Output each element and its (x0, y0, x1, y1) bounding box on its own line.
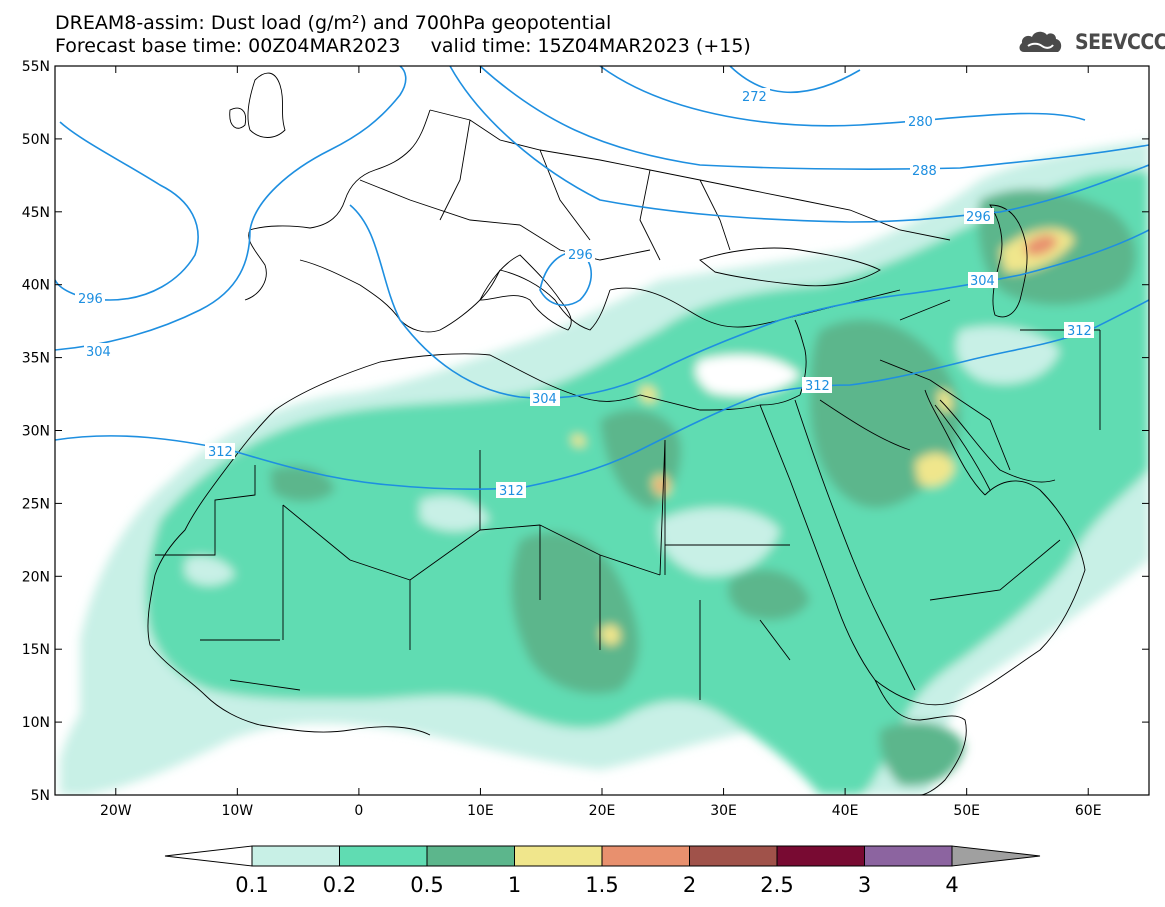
lon-tick-label: 20E (589, 803, 616, 819)
lon-tick-label: 60E (1075, 803, 1102, 819)
lon-tick-label: 50E (953, 803, 980, 819)
colorbar-level-label: 3 (858, 873, 871, 897)
contour-label: 304 (970, 274, 995, 289)
colorbar-over-arrow (951, 845, 1041, 867)
contour-label: 312 (208, 445, 233, 460)
colorbar-under-arrow (164, 845, 253, 867)
contour-label: 312 (1067, 324, 1092, 339)
colorbar-level-label: 4 (945, 873, 958, 897)
lat-tick-label: 10N (22, 715, 50, 731)
colorbar: 0.1 0.2 0.5 1 1.5 2 2.5 3 4 (164, 845, 1041, 897)
map-subtitle: Forecast base time: 00Z04MAR2023 valid t… (55, 35, 751, 57)
colorbar-level-label: 1.5 (585, 873, 618, 897)
geopotential-contours (55, 66, 1149, 491)
lat-tick-label: 5N (31, 788, 50, 804)
colorbar-level-label: 2.5 (760, 873, 793, 897)
lat-tick-label: 50N (22, 132, 50, 148)
contour-label: 312 (499, 484, 524, 499)
lat-tick-label: 30N (22, 424, 50, 440)
colorbar-swatch (339, 845, 428, 867)
colorbar-level-label: 0.2 (323, 873, 356, 897)
lon-tick-label: 20W (100, 803, 132, 819)
contour-label: 296 (568, 248, 593, 263)
lat-tick-label: 45N (22, 205, 50, 221)
lat-tick-label: 25N (22, 496, 50, 512)
lon-tick-label: 10E (467, 803, 494, 819)
contour-label: 280 (908, 115, 933, 130)
colorbar-swatch (426, 845, 515, 867)
colorbar-level-label: 0.1 (235, 873, 268, 897)
contour-label: 312 (805, 379, 830, 394)
dust-field (60, 140, 1149, 795)
lat-tick-label: 15N (22, 642, 50, 658)
contour-labels: 272 280 288 296 296 296 304 304 304 312 … (75, 88, 1094, 499)
contour-label: 296 (78, 292, 103, 307)
colorbar-swatch (514, 845, 603, 867)
lat-tick-label: 35N (22, 351, 50, 367)
contour-label: 304 (86, 345, 111, 360)
lat-tick-label: 55N (22, 59, 50, 75)
lon-tick-label: 40E (832, 803, 859, 819)
map-title: DREAM8-assim: Dust load (g/m²) and 700hP… (55, 12, 612, 34)
colorbar-level-label: 0.5 (410, 873, 443, 897)
colorbar-swatch (601, 845, 690, 867)
axis-ticks (55, 65, 1149, 796)
logo-text: SEEVCCC (1075, 30, 1165, 54)
colorbar-swatch (689, 845, 778, 867)
lat-tick-label: 40N (22, 278, 50, 294)
colorbar-swatch (776, 845, 865, 867)
lat-tick-label: 20N (22, 569, 50, 585)
latitude-labels: 55N 50N 45N 40N 35N 30N 25N 20N 15N 10N 5N (22, 59, 50, 804)
contour-label: 296 (966, 210, 991, 225)
colorbar-swatch (251, 845, 340, 867)
contour-label: 288 (912, 164, 937, 179)
longitude-labels: 20W 10W 0 10E 20E 30E 40E 50E 60E (100, 803, 1102, 819)
lon-tick-label: 30E (710, 803, 737, 819)
colorbar-level-label: 1 (508, 873, 521, 897)
cloud-logo-icon (1019, 31, 1062, 52)
lon-tick-label: 10W (221, 803, 253, 819)
colorbar-level-label: 2 (683, 873, 696, 897)
colorbar-swatch (864, 845, 953, 867)
contour-label: 272 (742, 90, 767, 105)
lon-tick-label: 0 (354, 803, 363, 819)
contour-label: 304 (532, 392, 557, 407)
